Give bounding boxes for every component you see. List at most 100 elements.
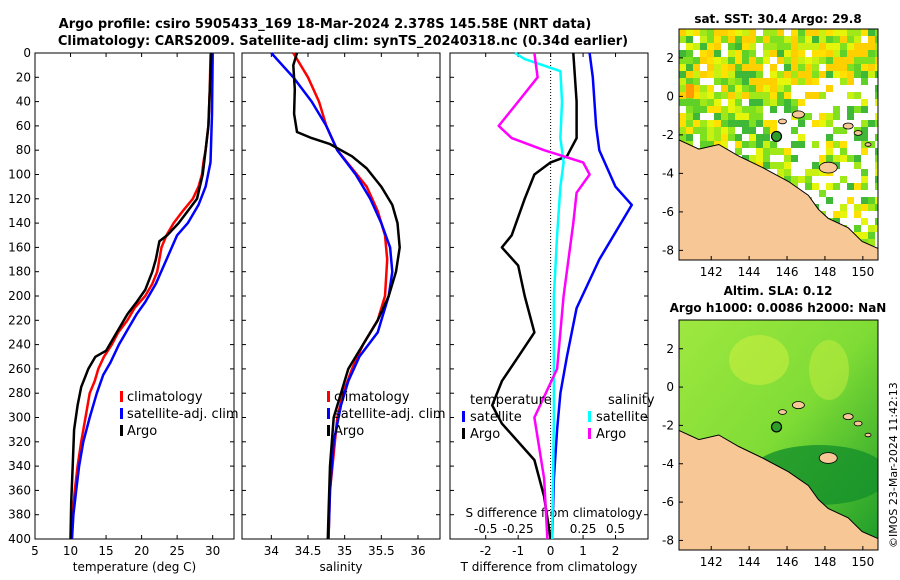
land-mass [679,139,878,260]
s-tick-label: 0.5 [606,522,625,536]
map-y-tick-label: -6 [662,205,674,219]
x-tick-label: 5 [31,544,39,558]
x-tick-label: 34.5 [295,544,322,558]
legend-label: Argo [596,427,626,442]
x-tick-label: 25 [170,544,185,558]
x-tick-label: 30 [205,544,220,558]
credit-label: ©IMOS 23-Mar-2024 11:42:13 [887,382,900,548]
series-line-t-satellite [550,52,634,540]
x-tick-label: 10 [63,544,78,558]
depth-tick-label: 60 [16,119,31,133]
island [842,122,854,130]
map-x-tick-label: 142 [700,265,723,279]
x-axis-label: salinity [319,560,362,574]
sla-map: 142 144 146 148 150 2 0 -2 -4 -6 -8 [662,319,879,569]
legend-swatch [120,391,123,402]
panel-frame [449,52,649,540]
depth-tick-label: 240 [8,338,31,352]
credit-text: ©IMOS 23-Mar-2024 11:42:13 [887,382,900,548]
depth-tick-label: 220 [8,313,31,327]
series-line-s-argo [497,52,591,540]
map-y-tick-label: 0 [666,89,674,103]
map-x-tick-label: 150 [851,265,874,279]
x-tick-label: -1 [512,544,524,558]
island [792,401,805,410]
panel-temperature: 0 20 40 60 80 100 120 140 160 180 200 220 240 260 280 3… [8,46,239,574]
map-y-tick-label: -4 [662,457,674,471]
sla-map-title-1: Altim. SLA: 0.12 [724,284,833,298]
x-tick-label: 35.5 [368,544,395,558]
island [792,110,805,119]
x-tick-label: 35 [337,544,352,558]
legend-swatch [327,408,330,419]
land-mass [679,429,878,550]
depth-tick-label: 380 [8,508,31,522]
legend-label: satellite-adj. clim [127,407,239,422]
float-position-marker [770,130,783,143]
map-y-tick-label: -8 [662,243,674,257]
x-tick-label: 0 [547,544,555,558]
map-y-tick-label: -8 [662,533,674,547]
s-tick-label: -0.5 [474,522,497,536]
sla-map-field [679,320,878,550]
map-y-tick-label: 0 [666,380,674,394]
depth-tick-label: 20 [16,70,31,84]
legend-swatch [327,391,330,402]
depth-tick-label: 340 [8,459,31,473]
depth-tick-label: 280 [8,386,31,400]
depth-tick-label: 300 [8,411,31,425]
legend-swatch [588,428,591,439]
sst-map: 142 144 146 148 150 2 0 -2 -4 -6 -8 [662,28,879,279]
map-frame [678,28,879,261]
map-y-tick-label: -2 [662,128,674,142]
depth-tick-label: 180 [8,265,31,279]
island [818,452,838,464]
map-y-tick-label: -2 [662,418,674,432]
map-x-tick-label: 146 [776,555,799,569]
panel-frame [241,52,441,540]
panel-salinity: 34 34.5 35 35.5 36 salinity climatology satelli… [241,52,446,574]
x-axis-label: T difference from climatology [460,560,638,574]
float-position-marker [770,421,783,433]
title-line2: Climatology: CARS2009. Satellite-adj cli… [58,34,628,49]
legend-swatch [120,408,123,419]
map-x-tick-label: 144 [738,555,761,569]
island [853,130,863,136]
map-x-tick-label: 148 [813,555,836,569]
depth-tick-label: 80 [16,143,31,157]
series-line-climatology [292,52,389,540]
series-line-satellite-adj-clim [70,52,214,540]
sst-map-field [679,29,878,260]
island [864,432,872,438]
panel-frame [34,52,235,540]
legend-swatch [120,425,123,436]
island [853,420,863,427]
legend-label: Argo [334,424,364,439]
island [864,142,872,147]
depth-tick-label: 320 [8,435,31,449]
sla-map-title-2: Argo h1000: 0.0086 h2000: NaN [670,301,887,315]
series-line-argo [69,52,213,540]
sst-map-title: sat. SST: 30.4 Argo: 29.8 [694,12,861,26]
map-x-tick-label: 146 [776,265,799,279]
x-tick-label: 15 [98,544,113,558]
title-line1: Argo profile: csiro 5905433_169 18-Mar-2… [59,17,592,32]
legend-label: satellite-adj. clim [334,407,446,422]
legend-label: Argo [470,427,500,442]
legend-title-salinity: salinity [608,393,655,408]
series-line-satellite-adj-clim [270,52,394,540]
x-tick-label: 1 [579,544,587,558]
legend-label: climatology [334,390,410,405]
s-tick-label: 0.25 [570,522,597,536]
map-y-tick-label: 2 [666,51,674,65]
depth-tick-label: 360 [8,483,31,497]
map-y-tick-label: -6 [662,495,674,509]
x-tick-label: -2 [480,544,492,558]
depth-tick-label: 140 [8,216,31,230]
legend-label: satellite [596,410,648,425]
x-tick-label: 20 [134,544,149,558]
legend-swatch [462,428,465,439]
depth-tick-label: 160 [8,240,31,254]
map-x-tick-label: 144 [738,265,761,279]
map-x-tick-label: 148 [813,265,836,279]
